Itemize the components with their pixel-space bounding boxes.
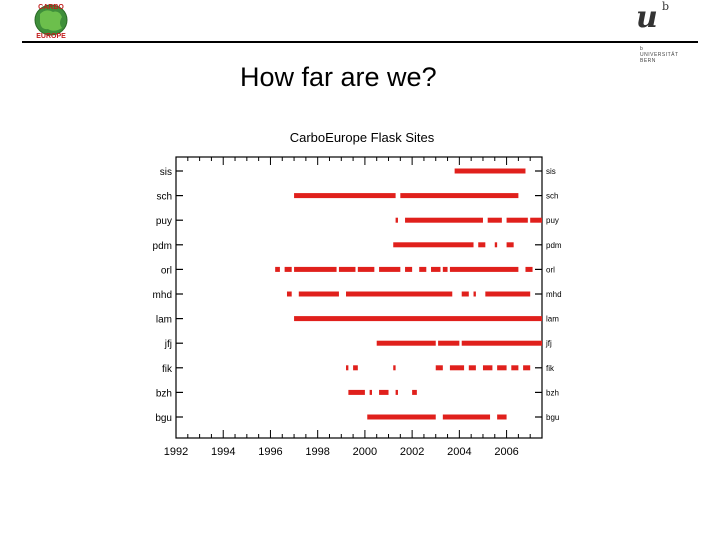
site-segment: [353, 365, 358, 371]
site-label-right: sis: [546, 167, 556, 176]
site-segment: [461, 340, 542, 346]
site-segment: [449, 266, 519, 272]
site-segment: [405, 266, 413, 272]
site-label-left: mhd: [153, 290, 172, 301]
site-segment: [442, 414, 491, 420]
site-segment: [412, 389, 417, 395]
site-segment: [442, 266, 448, 272]
site-segment: [275, 266, 280, 272]
site-label-right: bzh: [546, 388, 559, 397]
unibe-logo-b: b: [662, 0, 670, 13]
slide-title: How far are we?: [240, 62, 437, 92]
logo-text-bottom: EUROPE: [36, 33, 66, 40]
unibe-logo-text: b UNIVERSITÄT BERN: [640, 46, 679, 64]
site-segment: [485, 291, 531, 297]
flask-sites-chart: CarboEurope Flask Sites 1992 1994 1996 1998…: [153, 130, 562, 458]
site-label-right: fik: [546, 364, 555, 373]
site-label-left: pdm: [153, 241, 172, 252]
site-label-left: puy: [156, 216, 172, 227]
unibe-logo-line: BERN: [640, 58, 656, 64]
site-label-left: jfj: [164, 339, 172, 350]
plot-area: 1992 1994 1996 1998 2000 2002 2004 2006 sis sis sc…: [153, 156, 562, 458]
site-label-right: sch: [546, 192, 558, 201]
logo-text-top: CARBO: [38, 4, 64, 11]
site-segment: [494, 242, 498, 248]
site-segment: [400, 193, 519, 199]
site-segment: [357, 266, 375, 272]
unibe-logo-line: UNIVERSITÄT: [640, 52, 679, 58]
x-tick-label: 1994: [211, 446, 235, 458]
site-segment: [379, 389, 389, 395]
site-label-left: bgu: [155, 413, 172, 424]
site-segment: [435, 365, 443, 371]
site-segment: [431, 266, 441, 272]
chart-title: CarboEurope Flask Sites: [290, 130, 435, 145]
plot-frame: [175, 156, 543, 439]
site-segment: [346, 365, 349, 371]
site-segment: [294, 266, 337, 272]
site-label-left: fik: [162, 364, 173, 375]
site-segment: [294, 193, 396, 199]
x-tick-label: 2006: [494, 446, 518, 458]
site-segment: [523, 365, 531, 371]
site-label-right: puy: [546, 216, 559, 225]
site-label-right: jfj: [545, 339, 552, 348]
site-segment: [286, 291, 292, 297]
site-segment: [449, 365, 465, 371]
site-segment: [284, 266, 292, 272]
site-segment: [419, 266, 427, 272]
unibe-logo-u: u: [636, 0, 658, 35]
site-segment: [395, 217, 398, 223]
site-segment: [395, 389, 398, 395]
site-label-left: sis: [160, 167, 172, 178]
site-segment: [506, 217, 528, 223]
site-segment: [379, 266, 401, 272]
site-segment: [393, 365, 396, 371]
site-segment: [438, 340, 460, 346]
site-label-right: lam: [546, 315, 559, 324]
site-label-right: mhd: [546, 290, 562, 299]
site-segment: [294, 316, 542, 322]
site-segment: [497, 365, 507, 371]
site-segment: [497, 414, 507, 420]
site-segment: [461, 291, 469, 297]
carboeurope-logo: CARBO EUROPE: [34, 4, 68, 40]
site-segment: [454, 168, 526, 174]
x-tick-label: 1998: [305, 446, 329, 458]
site-label-left: bzh: [156, 388, 172, 399]
site-label-right: pdm: [546, 241, 562, 250]
site-label-right: bgu: [546, 413, 559, 422]
site-segment: [506, 242, 514, 248]
site-segment: [468, 365, 476, 371]
site-segment: [298, 291, 339, 297]
site-segment: [478, 242, 486, 248]
site-segment: [405, 217, 483, 223]
x-tick-label: 1996: [258, 446, 282, 458]
site-segment: [473, 291, 476, 297]
site-segment: [338, 266, 356, 272]
x-tick-label: 1992: [164, 446, 188, 458]
site-label-left: lam: [156, 315, 172, 326]
site-segment: [346, 291, 453, 297]
x-tick-label: 2004: [447, 446, 471, 458]
site-segment: [393, 242, 474, 248]
site-segment: [530, 217, 542, 223]
site-segment: [348, 389, 365, 395]
site-segment: [369, 389, 372, 395]
site-label-left: orl: [161, 265, 172, 276]
site-segment: [511, 365, 519, 371]
site-segment: [367, 414, 436, 420]
header-rule: [22, 41, 698, 43]
site-segment: [525, 266, 533, 272]
site-label-right: orl: [546, 265, 555, 274]
site-label-left: sch: [156, 192, 172, 203]
x-tick-label: 2000: [353, 446, 377, 458]
site-segment: [376, 340, 436, 346]
site-segment: [487, 217, 502, 223]
unibe-logo-line: b: [640, 46, 644, 52]
site-segment: [482, 365, 493, 371]
x-tick-label: 2002: [400, 446, 424, 458]
